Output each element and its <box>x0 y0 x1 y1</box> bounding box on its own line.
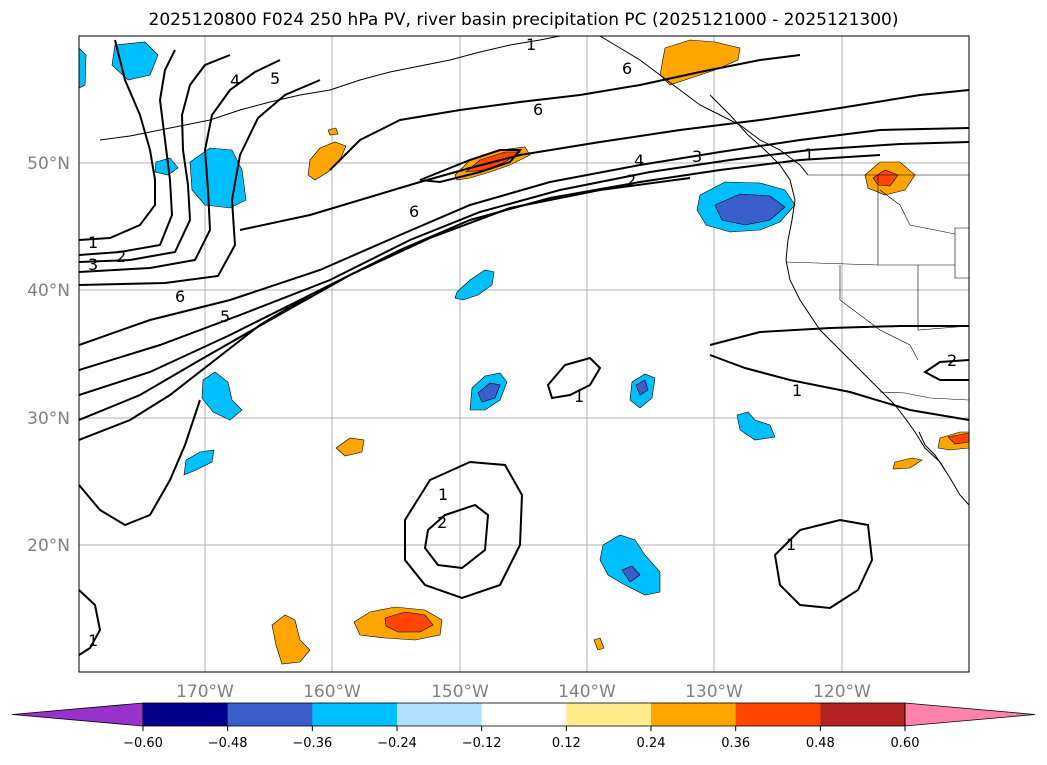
lon-label: 140°W <box>558 682 616 702</box>
contour-label: 2 <box>437 513 447 532</box>
lat-label: 20°N <box>27 536 70 556</box>
lon-label: 160°W <box>303 682 361 702</box>
map-title: 2025120800 F024 250 hPa PV, river basin … <box>148 10 899 30</box>
latitude-labels: 50°N 40°N 30°N 20°N <box>27 154 70 556</box>
contour-label: 1 <box>438 485 448 504</box>
colorbar-tick-label: −0.60 <box>123 736 163 751</box>
colorbar-segment <box>566 703 652 726</box>
map-frame-bg <box>79 36 969 672</box>
colorbar-tick-label: −0.24 <box>377 736 417 751</box>
colorbar-segment <box>481 703 567 726</box>
colorbar-tick-label: 0.36 <box>721 736 750 751</box>
contour-label: 1 <box>786 535 796 554</box>
map-frame <box>78 35 970 673</box>
political-borders <box>785 174 969 401</box>
contour-label: 6 <box>533 100 543 119</box>
contour-label: 3 <box>88 255 98 274</box>
colorbar-tick-label: 0.60 <box>891 736 920 751</box>
colorbar-segment <box>735 703 821 726</box>
lon-label: 130°W <box>685 682 743 702</box>
contour-label: 6 <box>175 287 185 306</box>
contour-label: 4 <box>230 71 240 90</box>
contour-label: 1 <box>804 145 814 164</box>
lon-label: 120°W <box>813 682 871 702</box>
contour-label: 1 <box>88 233 98 252</box>
contour-label: 1 <box>792 381 802 400</box>
lat-label: 40°N <box>27 281 70 301</box>
colorbar-segment <box>397 703 483 726</box>
contour-label: 2 <box>116 247 126 266</box>
contour-label: 1 <box>88 631 98 650</box>
contour-label: 5 <box>220 307 230 326</box>
colorbar-segment <box>312 703 398 726</box>
contour-label: 4 <box>634 151 644 170</box>
colorbar-tick-label: 0.24 <box>637 736 666 751</box>
lon-label: 150°W <box>431 682 489 702</box>
colorbar-tick-label: −0.12 <box>462 736 502 751</box>
negative-precip-patches <box>79 41 796 596</box>
contour-label: 3 <box>692 147 702 166</box>
contour-label: 1 <box>526 35 536 54</box>
colorbar-tick-label: 0.12 <box>552 736 581 751</box>
contour-label: 1 <box>574 387 584 406</box>
longitude-labels: 170°W 160°W 150°W 140°W 130°W 120°W <box>176 682 871 702</box>
colorbar-tick-label: 0.48 <box>806 736 835 751</box>
pv-contours <box>79 39 969 656</box>
graticule <box>79 36 969 672</box>
colorbar: −0.60 −0.48 −0.36 −0.24 −0.12 0.12 0.24 0.36 0.4… <box>11 702 1036 751</box>
contour-label: 6 <box>622 59 632 78</box>
colorbar-tick-label: −0.48 <box>208 736 248 751</box>
colorbar-segment <box>143 703 229 726</box>
contour-label: 2 <box>947 351 957 370</box>
contour-label: 5 <box>270 69 280 88</box>
lat-label: 50°N <box>27 154 70 174</box>
colorbar-segment <box>227 703 313 726</box>
colorbar-segment <box>820 703 906 726</box>
contour-label: 2 <box>626 171 636 190</box>
colorbar-border <box>142 702 906 727</box>
colorbar-extend-high <box>904 702 1036 727</box>
colorbar-extend-low <box>11 702 144 727</box>
lon-label: 170°W <box>176 682 234 702</box>
colorbar-tick-label: −0.36 <box>292 736 332 751</box>
contour-label: 6 <box>409 202 419 221</box>
colorbar-segment <box>651 703 737 726</box>
lat-label: 30°N <box>27 409 70 429</box>
contour-labels: 1 3 2 4 5 6 5 6 1 6 4 3 2 1 6 1 1 2 1 1 … <box>88 35 957 650</box>
positive-precip-patches <box>271 39 969 665</box>
